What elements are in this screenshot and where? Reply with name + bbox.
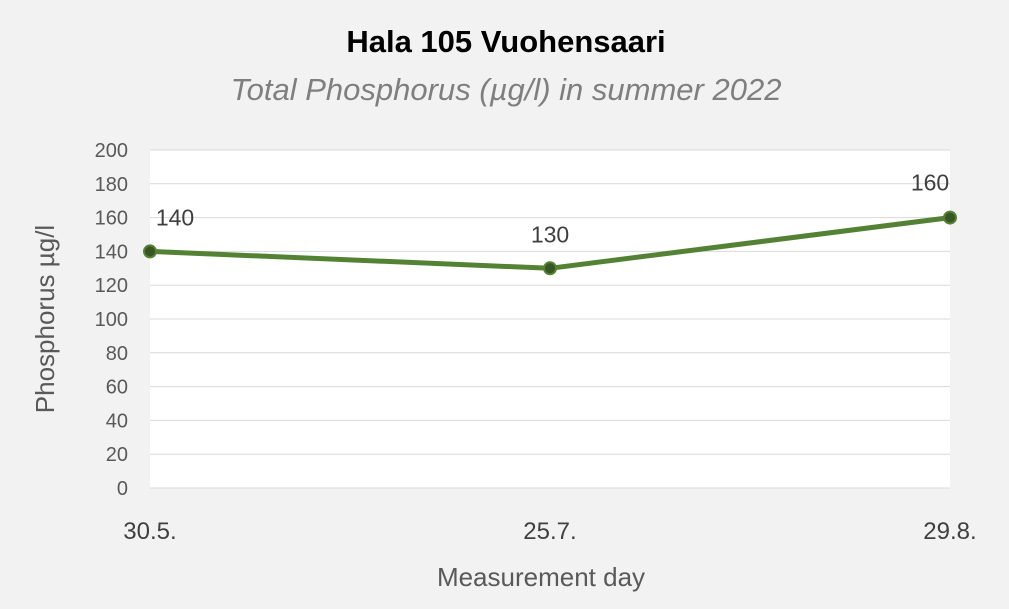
x-tick-label: 30.5. — [123, 518, 176, 545]
data-label: 160 — [911, 170, 949, 196]
y-tick-label: 60 — [106, 377, 128, 399]
y-tick-label: 200 — [95, 140, 128, 162]
y-axis-title: Phosphorus µg/l — [30, 225, 60, 413]
y-tick-label: 100 — [95, 309, 128, 331]
y-tick-label: 120 — [95, 275, 128, 297]
data-label: 130 — [531, 221, 569, 247]
series-markers — [143, 210, 957, 276]
data-point — [143, 244, 157, 259]
y-tick-label: 20 — [106, 444, 128, 466]
data-point — [543, 261, 557, 276]
y-tick-label: 180 — [95, 174, 128, 196]
y-tick-label: 0 — [117, 478, 128, 500]
chart-title: Hala 105 Vuohensaari — [346, 24, 665, 59]
chart-subtitle: Total Phosphorus (µg/l) in summer 2022 — [231, 72, 782, 107]
x-tick-label: 29.8. — [923, 518, 976, 545]
y-tick-label: 40 — [106, 410, 128, 432]
x-axis-ticks: 30.5. 25.7. 29.8. — [123, 518, 976, 545]
gridlines — [150, 149, 950, 489]
y-axis-ticks: 0 20 40 60 80 100 120 140 160 180 200 — [95, 140, 128, 500]
x-tick-label: 25.7. — [523, 518, 576, 545]
data-labels: 140 130 160 — [156, 170, 949, 248]
data-label: 140 — [156, 204, 194, 230]
y-tick-label: 80 — [106, 343, 128, 365]
y-tick-label: 140 — [95, 241, 128, 263]
x-axis-title: Measurement day — [437, 562, 645, 592]
y-tick-label: 160 — [95, 208, 128, 230]
data-point — [943, 210, 957, 225]
